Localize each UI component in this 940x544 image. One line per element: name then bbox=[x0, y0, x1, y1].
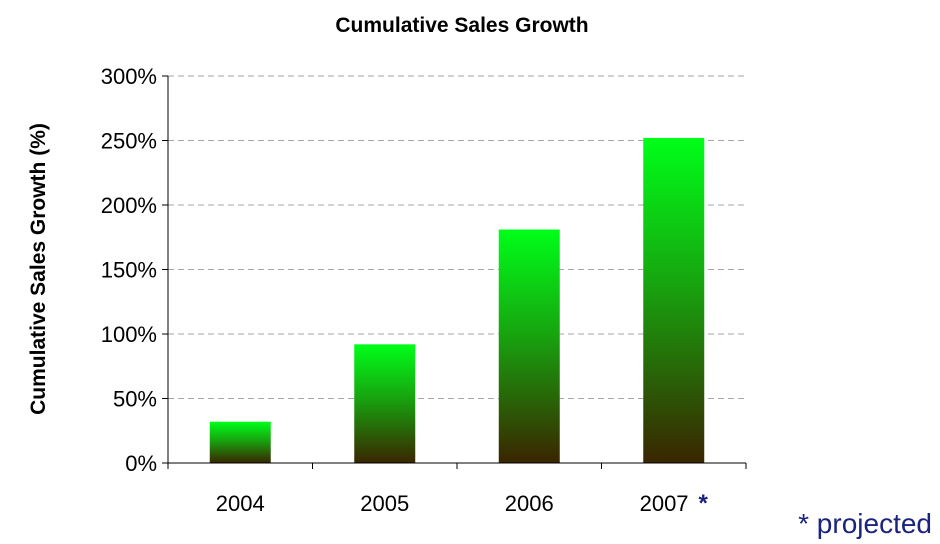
projected-marker: * bbox=[699, 490, 709, 517]
footnote-text: * projected bbox=[798, 508, 932, 539]
x-tick-label: 2005 bbox=[360, 491, 409, 516]
x-tick-label: 2004 bbox=[216, 491, 265, 516]
y-tick-label: 50% bbox=[113, 387, 157, 412]
bar-2007 bbox=[643, 137, 705, 464]
y-tick-label: 300% bbox=[101, 64, 157, 89]
y-axis-label: Cumulative Sales Growth (%) bbox=[27, 123, 50, 415]
bars bbox=[209, 137, 705, 464]
y-tick-label: 250% bbox=[101, 129, 157, 154]
y-tick-label: 150% bbox=[101, 258, 157, 283]
x-tick-label-text: 2005 bbox=[360, 491, 409, 516]
x-tick-label-text: 2006 bbox=[505, 491, 554, 516]
x-tick-label: 2007 * bbox=[640, 490, 709, 517]
x-tick-label: 2006 bbox=[505, 491, 554, 516]
y-tick-label: 100% bbox=[101, 322, 157, 347]
y-tick-label: 200% bbox=[101, 193, 157, 218]
y-tick-labels: 0% 50% 100% 150% 200% 250% 300% bbox=[101, 64, 157, 476]
bar-2004 bbox=[209, 421, 271, 463]
chart-title: Cumulative Sales Growth bbox=[335, 14, 588, 37]
x-tick-label-text: 2007 bbox=[640, 491, 689, 516]
y-tick-label: 0% bbox=[125, 451, 157, 476]
bar-2005 bbox=[354, 344, 416, 463]
axes bbox=[162, 75, 747, 469]
x-tick-label-text: 2004 bbox=[216, 491, 265, 516]
bar-2006 bbox=[498, 229, 560, 463]
footnote: * projected bbox=[798, 508, 932, 539]
x-tick-labels: 2004 2005 2006 2007 * bbox=[216, 490, 709, 517]
